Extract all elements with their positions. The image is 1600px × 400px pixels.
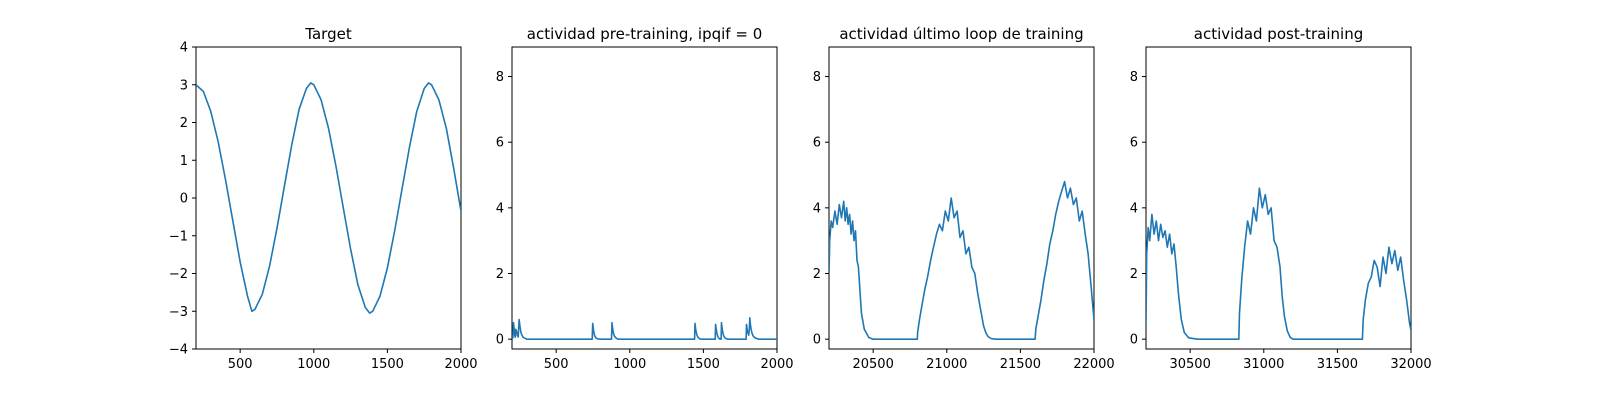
chart-title: Target	[304, 25, 352, 43]
plot-area	[1145, 46, 1412, 350]
y-tick-label: 0	[1130, 333, 1138, 348]
x-tick-label: 20500	[852, 357, 893, 372]
x-tick-label: 500	[228, 357, 253, 372]
chart-title: actividad pre-training, ipqif = 0	[527, 25, 763, 43]
x-tick-label: 1000	[297, 357, 330, 372]
y-tick-label: 2	[1130, 267, 1138, 282]
y-tick-label: 8	[1130, 70, 1138, 85]
plot-area	[195, 46, 462, 350]
series-line	[829, 180, 1094, 341]
y-tick-label: 4	[496, 201, 504, 216]
x-tick-label: 30500	[1169, 357, 1210, 372]
series-line	[1146, 187, 1411, 341]
subplot-target: 500 1000 1500 2000 −4 −3 −2 −1 0 1 2 3 4 Target	[169, 25, 478, 372]
plot-area	[828, 46, 1095, 350]
y-tick-label: 0	[180, 192, 188, 207]
y-tick-label: 2	[813, 267, 821, 282]
x-tick-label: 2000	[444, 357, 477, 372]
x-tick-label: 32000	[1390, 357, 1431, 372]
x-tick-label: 2000	[760, 357, 793, 372]
x-tick-label: 31000	[1243, 357, 1284, 372]
x-tick-label: 21500	[1000, 357, 1041, 372]
y-tick-label: −4	[169, 343, 188, 358]
subplot-last-training-loop: 20500 21000 21500 22000 0 2 4 6 8 actividad últim…	[813, 25, 1115, 372]
series-line	[196, 82, 461, 314]
y-tick-label: 8	[813, 70, 821, 85]
y-tick-label: 2	[180, 116, 188, 131]
series-line	[512, 316, 777, 341]
y-tick-label: −3	[169, 305, 188, 320]
subplot-post-training: 30500 31000 31500 32000 0 2 4 6 8 actividad post-…	[1130, 25, 1432, 372]
y-tick-label: 1	[180, 154, 188, 169]
y-tick-label: 4	[1130, 201, 1138, 216]
x-tick-label: 22000	[1073, 357, 1114, 372]
y-tick-label: 0	[813, 333, 821, 348]
x-tick-label: 500	[544, 357, 569, 372]
y-tick-label: 3	[180, 78, 188, 93]
y-tick-label: 6	[496, 136, 504, 151]
y-tick-label: −1	[169, 229, 188, 244]
y-tick-label: 4	[813, 201, 821, 216]
y-tick-label: 6	[813, 136, 821, 151]
x-tick-label: 21000	[926, 357, 967, 372]
subplot-pre-training: 500 1000 1500 2000 0 2 4 6 8 actividad pre-traini…	[496, 25, 794, 372]
plot-area	[511, 46, 778, 350]
x-tick-label: 31500	[1317, 357, 1358, 372]
x-tick-label: 1500	[371, 357, 404, 372]
y-tick-label: 0	[496, 333, 504, 348]
chart-title: actividad post-training	[1194, 25, 1363, 43]
y-tick-label: 8	[496, 70, 504, 85]
y-tick-label: −2	[169, 267, 188, 282]
x-tick-label: 1500	[687, 357, 720, 372]
y-tick-label: 6	[1130, 136, 1138, 151]
y-tick-label: 2	[496, 267, 504, 282]
chart-title: actividad último loop de training	[839, 25, 1083, 43]
x-tick-label: 1000	[613, 357, 646, 372]
y-tick-label: 4	[180, 41, 188, 56]
